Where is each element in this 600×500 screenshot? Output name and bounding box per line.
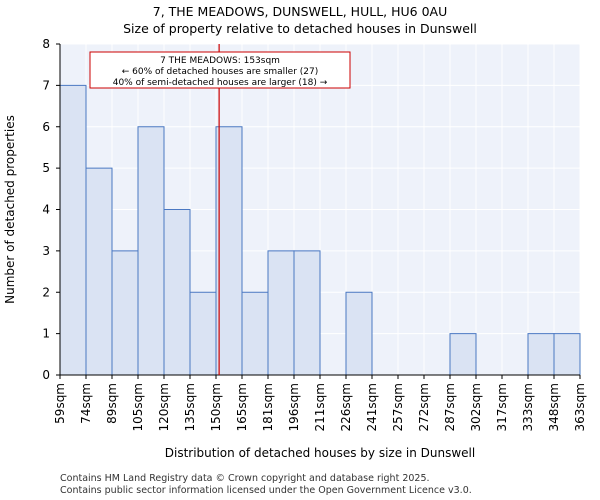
y-tick-label: 4 [42, 203, 50, 217]
bar [293, 250, 321, 376]
y-tick-label: 1 [42, 327, 50, 341]
bar [215, 126, 243, 376]
y-tick-label: 6 [42, 120, 50, 134]
y-tick-label: 7 [42, 78, 50, 92]
y-tick-label: 3 [42, 244, 50, 258]
x-tick-label: 272sqm [417, 383, 431, 431]
x-tick-label: 348sqm [547, 383, 561, 431]
x-tick-label: 89sqm [105, 383, 119, 424]
x-tick-label: 226sqm [339, 383, 353, 431]
x-tick-label: 120sqm [157, 383, 171, 431]
bar [553, 333, 581, 376]
x-tick-label: 287sqm [443, 383, 457, 431]
x-tick-label: 165sqm [235, 383, 249, 431]
footer-line-1: Contains HM Land Registry data © Crown c… [60, 473, 430, 484]
bar [163, 209, 191, 376]
bar [189, 291, 217, 376]
x-tick-label: 59sqm [53, 383, 67, 424]
x-tick-label: 302sqm [469, 383, 483, 431]
x-tick-label: 181sqm [261, 383, 275, 431]
annotation-line-2: ← 60% of detached houses are smaller (27… [122, 67, 319, 77]
bar [59, 84, 87, 376]
y-tick-label: 2 [42, 285, 50, 299]
bar [85, 167, 113, 376]
bar [345, 291, 373, 376]
bar [241, 291, 269, 376]
x-tick-label: 196sqm [287, 383, 301, 431]
y-tick-label: 0 [42, 368, 50, 382]
bar [111, 250, 139, 376]
bar [527, 333, 555, 376]
footer-line-2: Contains public sector information licen… [60, 485, 472, 496]
y-tick-label: 8 [42, 37, 50, 51]
bar [137, 126, 165, 376]
x-tick-label: 257sqm [391, 383, 405, 431]
x-tick-label: 105sqm [131, 383, 145, 431]
x-tick-label: 135sqm [183, 383, 197, 431]
bar [267, 250, 295, 376]
y-axis-title: Number of detached properties [3, 115, 17, 304]
annotation-box [89, 51, 351, 89]
x-tick-label: 211sqm [313, 383, 327, 431]
x-tick-label: 150sqm [209, 383, 223, 431]
x-tick-label: 74sqm [79, 383, 93, 424]
x-tick-label: 317sqm [495, 383, 509, 431]
chart-subtitle: Size of property relative to detached ho… [123, 21, 477, 36]
x-axis-title: Distribution of detached houses by size … [165, 446, 475, 460]
x-tick-label: 363sqm [573, 383, 587, 431]
annotation-line-1: 7 THE MEADOWS: 153sqm [160, 56, 280, 66]
x-tick-label: 333sqm [521, 383, 535, 431]
y-tick-label: 5 [42, 161, 50, 175]
chart-title: 7, THE MEADOWS, DUNSWELL, HULL, HU6 0AU [152, 4, 448, 19]
annotation-line-3: 40% of semi-detached houses are larger (… [113, 78, 328, 88]
x-tick-label: 241sqm [365, 383, 379, 431]
bar [449, 333, 477, 376]
